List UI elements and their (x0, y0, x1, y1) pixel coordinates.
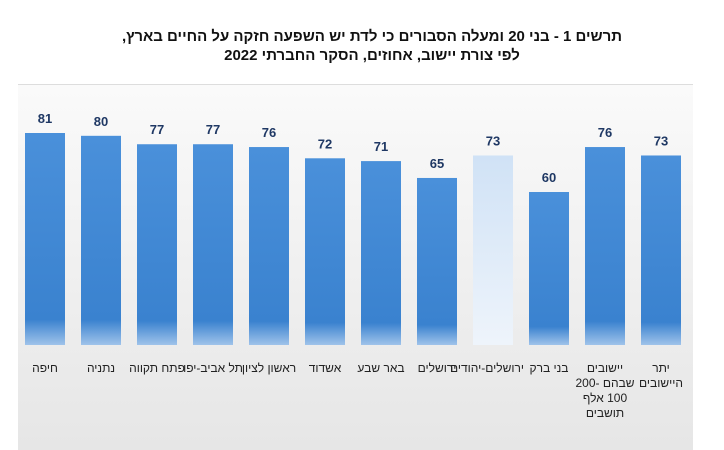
data-label: 76 (598, 125, 612, 140)
data-label: 77 (206, 122, 220, 137)
x-tick-label: ראשון לציון (241, 361, 297, 375)
x-tick-label: תל אביב-יפו (183, 361, 243, 375)
bar (529, 192, 569, 345)
bar (305, 158, 345, 345)
x-tick-label: ירושלים-יהודים (449, 361, 524, 375)
x-tick-label: יישובים שבהם 200-100 אלף תושבים (575, 361, 635, 420)
x-tick-label: ירושלים (417, 361, 457, 375)
bar (641, 155, 681, 345)
x-tick-label: פתח תקווה (129, 361, 185, 375)
data-label: 60 (542, 170, 556, 185)
data-label: 80 (94, 114, 108, 129)
data-label: 77 (150, 122, 164, 137)
data-label: 73 (654, 133, 668, 148)
bar (361, 161, 401, 345)
x-tick-label: באר שבע (357, 361, 405, 375)
bar (81, 135, 121, 345)
bar (137, 144, 177, 345)
plot-area (18, 84, 693, 450)
x-tick-label: נתניה (86, 361, 116, 375)
x-tick-label: חיפה (32, 361, 58, 375)
data-label: 65 (430, 156, 444, 171)
bar (25, 133, 65, 345)
data-label: 76 (262, 125, 276, 140)
data-label: 72 (318, 136, 332, 151)
bar (417, 177, 457, 345)
data-label: 81 (38, 111, 52, 126)
bar (193, 144, 233, 345)
x-tick-label: אשדוד (308, 361, 342, 375)
data-label: 73 (486, 133, 500, 148)
chart-title-line1: תרשים 1 - בני 20 ומעלה הסבורים כי לדת יש… (121, 28, 623, 45)
chart-subtitle: לפי צורת יישוב, אחוזים, הסקר החברתי 2022 (224, 47, 520, 64)
bar (249, 147, 289, 345)
bar (585, 147, 625, 345)
chart-title: תרשים 1 - בני 20 ומעלה הסבורים כי לדת יש… (0, 27, 724, 65)
x-tick-label: יתר היישובים (639, 361, 683, 390)
x-tick-label: בני ברק (529, 361, 569, 375)
data-label: 71 (374, 139, 388, 154)
bar (473, 155, 513, 345)
